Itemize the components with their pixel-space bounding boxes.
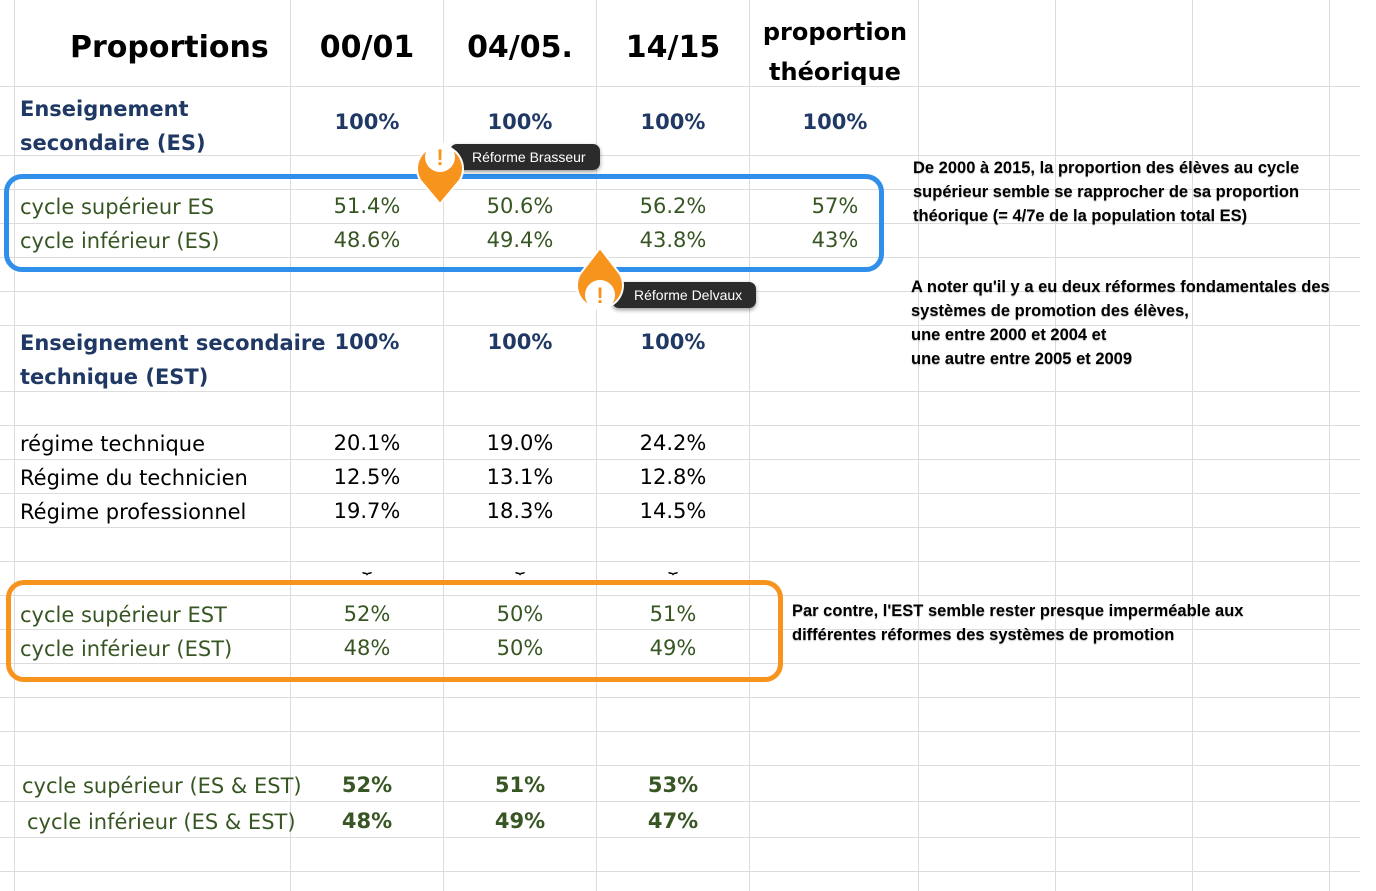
note-reformes-line1: A noter qu'il y a eu deux réformes fonda… <box>911 278 1330 296</box>
header-col-2014: 14/15 <box>625 30 721 65</box>
total-inf-label: cycle inférieur (ES & EST) <box>27 810 296 834</box>
est-label-line1: Enseignement secondaire <box>20 331 326 355</box>
note-reformes: A noter qu'il y a eu deux réformes fonda… <box>911 275 1330 371</box>
note-est-line1: Par contre, l'EST semble rester presque … <box>792 602 1244 620</box>
es-sup-2000: 51.4% <box>333 194 401 218</box>
reforme-brasseur-badge: Réforme Brasseur <box>450 144 600 170</box>
es-sup-2004: 50.6% <box>486 194 554 218</box>
regime-professionnel-2004: 18.3% <box>486 499 554 523</box>
est-total-2000: 100% <box>334 330 400 354</box>
total-inf-2014: 47% <box>647 809 699 833</box>
es-total-2004: 100% <box>487 110 553 134</box>
es-total-2000: 100% <box>334 110 400 134</box>
regime-professionnel-2014: 14.5% <box>639 499 707 523</box>
regime-technicien-2000: 12.5% <box>333 465 401 489</box>
es-sup-2014: 56.2% <box>639 194 707 218</box>
header-col-2000: 00/01 <box>319 30 415 65</box>
reforme-brasseur-pin: ! <box>416 142 464 206</box>
reforme-delvaux-pin-glyph: ! <box>596 283 603 308</box>
header-col-theoretical: proportion théorique <box>755 12 915 92</box>
est-label: Enseignement secondaire technique (EST) <box>20 326 325 394</box>
regime-technique-2004: 19.0% <box>486 431 554 455</box>
est-inf-2014: 49% <box>649 636 697 660</box>
header-title: Proportions <box>70 30 269 65</box>
total-sup-label: cycle supérieur (ES & EST) <box>22 774 302 798</box>
regime-technicien-2004: 13.1% <box>486 465 554 489</box>
es-total-2014: 100% <box>640 110 706 134</box>
es-inf-label: cycle inférieur (ES) <box>20 229 220 253</box>
es-inf-2000: 48.6% <box>333 228 401 252</box>
note-reformes-line4: une autre entre 2005 et 2009 <box>911 350 1133 368</box>
es-total-theoretical: 100% <box>802 110 868 134</box>
est-sup-label: cycle supérieur EST <box>20 603 227 627</box>
brace-2004: ⏟ <box>515 555 525 574</box>
brace-2000: ⏟ <box>362 555 372 574</box>
note-es-proportion: De 2000 à 2015, la proportion des élèves… <box>913 156 1299 228</box>
regime-technique-2014: 24.2% <box>639 431 707 455</box>
est-total-2004: 100% <box>487 330 553 354</box>
header-col-theoretical-line1: proportion <box>762 18 908 46</box>
est-inf-2000: 48% <box>343 636 391 660</box>
es-label: Enseignement secondaire (ES) <box>20 92 206 160</box>
total-sup-2000: 52% <box>341 773 393 797</box>
note-est-line2: différentes réformes des systèmes de pro… <box>792 626 1175 644</box>
regime-professionnel-2000: 19.7% <box>333 499 401 523</box>
header-col-theoretical-line2: théorique <box>769 58 901 86</box>
es-label-line1: Enseignement <box>20 97 189 121</box>
es-inf-2004: 49.4% <box>486 228 554 252</box>
est-total-2014: 100% <box>640 330 706 354</box>
est-inf-label: cycle inférieur (EST) <box>20 637 233 661</box>
est-sup-2014: 51% <box>649 602 697 626</box>
regime-technique-label: régime technique <box>20 432 206 456</box>
est-label-line2: technique (EST) <box>20 365 209 389</box>
est-inf-2004: 50% <box>496 636 544 660</box>
regime-technicien-2014: 12.8% <box>639 465 707 489</box>
reforme-delvaux-badge: Réforme Delvaux <box>612 282 757 308</box>
regime-technicien-label: Régime du technicien <box>20 466 248 490</box>
regime-professionnel-label: Régime professionnel <box>20 500 247 524</box>
brace-2014: ⏟ <box>668 555 678 574</box>
total-sup-2014: 53% <box>647 773 699 797</box>
note-es-line1: De 2000 à 2015, la proportion des élèves… <box>913 159 1300 177</box>
es-inf-2014: 43.8% <box>639 228 707 252</box>
es-sup-label: cycle supérieur ES <box>20 195 215 219</box>
total-inf-2004: 49% <box>494 809 546 833</box>
es-label-line2: secondaire (ES) <box>20 131 206 155</box>
es-inf-theoretical: 43% <box>811 228 859 252</box>
est-cycle-highlight-box <box>6 580 783 682</box>
reforme-brasseur-pin-glyph: ! <box>436 145 443 170</box>
es-sup-theoretical: 57% <box>811 194 859 218</box>
reforme-delvaux-pin: ! <box>576 246 624 310</box>
note-reformes-line2: systèmes de promotion des élèves, <box>911 302 1189 320</box>
note-es-line2: supérieur semble se rapprocher de sa pro… <box>913 183 1300 201</box>
header-col-2004: 04/05. <box>467 30 573 65</box>
total-sup-2004: 51% <box>494 773 546 797</box>
est-sup-2004: 50% <box>496 602 544 626</box>
note-es-line3: théorique (= 4/7e de la population total… <box>913 207 1248 225</box>
regime-technique-2000: 20.1% <box>333 431 401 455</box>
est-sup-2000: 52% <box>343 602 391 626</box>
note-est: Par contre, l'EST semble rester presque … <box>792 599 1243 647</box>
note-reformes-line3: une entre 2000 et 2004 et <box>911 326 1107 344</box>
total-inf-2000: 48% <box>341 809 393 833</box>
